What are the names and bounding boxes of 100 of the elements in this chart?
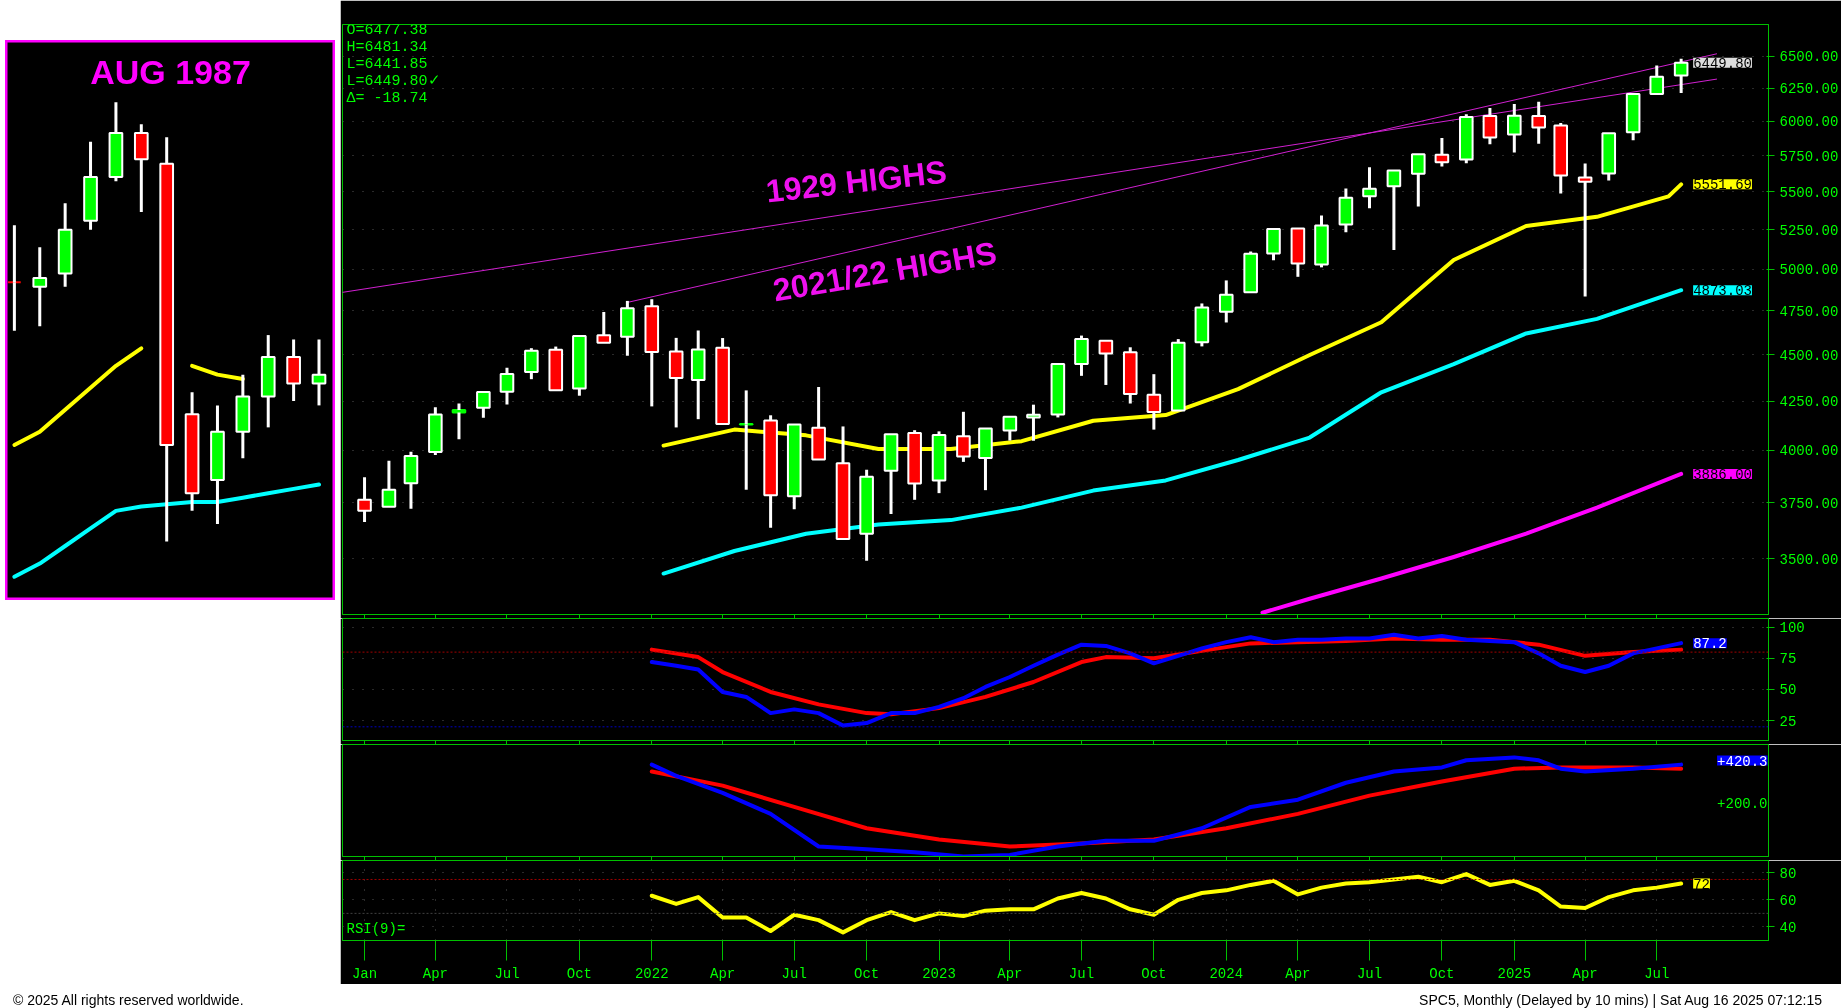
x-tick-label: Oct [1141,965,1167,982]
annotation: L=6449.80✓ [346,72,441,90]
line-series [649,872,1684,935]
candlestick [1290,227,1306,277]
candlestick [133,124,149,213]
annotation: Δ= -18.74 [346,89,428,107]
candlestick [1386,169,1402,251]
candlestick [1266,228,1281,261]
y-tick-label: 100 [1779,620,1805,637]
candlestick [1507,104,1522,153]
candlestick [786,423,802,511]
x-tick-label: Oct [1429,965,1455,982]
x-tick-label: Apr [1285,965,1311,982]
candlestick [7,225,22,331]
text: © 2025 All rights reserved worldwide. [13,991,244,1008]
annotation: H=6481.34 [346,38,428,56]
candlestick [381,460,397,508]
candlestick [931,431,947,495]
x-tick-label: 2022 [634,965,669,982]
chart-title: AUG 1987 [90,52,251,91]
data-label: 72 [1693,876,1710,893]
data-label: 5551.69 [1693,177,1752,194]
text: SPC5, Monthly (Delayed by 10 mins) | Sat Aug 16 2025 07:12:15 [1419,991,1822,1008]
x-tick-label: Apr [422,965,448,982]
candlestick [1625,93,1641,142]
data-label: 4873.03 [1693,283,1752,300]
candlestick [83,141,98,230]
x-tick-label: Jul [1356,965,1383,982]
y-tick-label: 3500.00 [1779,551,1839,568]
y-tick-label: 5000.00 [1779,262,1839,279]
candlestick [476,391,491,418]
x-tick-label: Oct [566,965,592,982]
candlestick [1362,167,1377,210]
candlestick [499,367,515,405]
y-tick-label: 4500.00 [1779,347,1839,364]
candlestick [1673,58,1689,94]
candlestick [883,433,899,514]
candlestick [1243,251,1258,294]
annotation: 1929 HIGHS [764,153,949,210]
candlestick [184,392,200,511]
data-label: 3886.00 [1693,466,1752,483]
candlestick [1170,339,1186,412]
candlestick [1649,65,1665,96]
y-tick-label: 25 [1779,713,1797,730]
candlestick [1146,374,1162,430]
candlestick [1338,188,1354,234]
line-series [649,632,1684,728]
candlestick [644,299,660,407]
candlestick [1074,335,1089,376]
annotation: +420.3 [1717,753,1768,770]
y-tick-label: 5750.00 [1779,148,1839,165]
candlestick [956,410,971,462]
y-tick-label: 4250.00 [1779,394,1839,411]
candlestick [1098,339,1114,385]
y-tick-label: 4750.00 [1779,303,1839,320]
annotation: +200.0 [1717,795,1768,812]
candlestick [1601,132,1617,181]
candlestick [1553,123,1569,194]
y-tick-label: 5250.00 [1779,222,1839,239]
candlestick [690,330,706,421]
candlestick [1218,280,1234,323]
data-label: 87.2 [1693,636,1727,653]
candlestick [715,338,730,426]
candlestick [572,335,587,396]
candlestick [357,477,372,523]
x-tick-label: 2023 [922,965,956,982]
candlestick [1194,303,1210,347]
x-tick-label: Apr [1572,965,1598,982]
x-tick-label: Jan [351,965,378,982]
candlestick [159,137,175,542]
candlestick [1531,101,1546,144]
candlestick [428,407,443,455]
candlestick [811,387,826,461]
y-tick-label: 50 [1779,682,1797,699]
y-tick-label: 80 [1779,865,1797,882]
candlestick [108,102,124,182]
candlestick [286,339,301,401]
candlestick [32,247,48,327]
y-tick-label: 5500.00 [1779,184,1839,201]
x-tick-label: Jul [781,965,807,982]
candlestick [763,415,778,528]
candlestick [620,299,635,356]
text: 6449.80 [1693,55,1752,72]
candlestick [548,346,564,392]
y-tick-label: 60 [1779,892,1797,909]
candlestick [1482,107,1498,145]
candlestick [235,374,251,460]
x-tick-label: Apr [997,965,1023,982]
x-tick-label: Jul [494,965,520,982]
candlestick [403,451,419,509]
candlestick [835,426,851,541]
y-tick-label: 6000.00 [1779,114,1839,131]
candlestick [1411,153,1426,207]
x-tick-label: 2025 [1497,965,1532,982]
x-tick-label: 2024 [1209,965,1244,982]
candlestick [260,335,276,428]
candlestick [210,405,225,525]
candlestick [907,430,922,500]
candlestick [1002,415,1018,441]
candlestick [978,427,993,492]
